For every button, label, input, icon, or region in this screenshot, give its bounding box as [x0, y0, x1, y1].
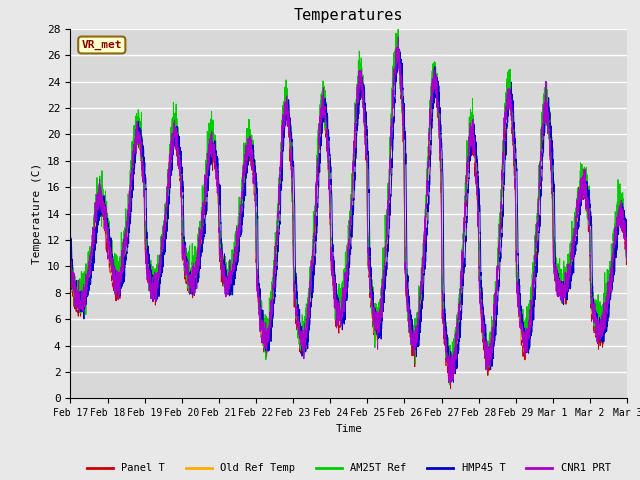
- Panel T: [506, 84, 513, 90]
- HMP45 T: [449, 379, 457, 385]
- Text: VR_met: VR_met: [81, 40, 122, 50]
- Panel T: [623, 252, 630, 258]
- Title: Temperatures: Temperatures: [294, 9, 404, 24]
- AM25T Ref: [623, 254, 631, 260]
- CNR1 PRT: [166, 145, 174, 151]
- AM25T Ref: [166, 152, 174, 158]
- Old Ref Temp: [623, 252, 630, 258]
- Panel T: [328, 262, 336, 267]
- Old Ref Temp: [328, 269, 336, 275]
- CNR1 PRT: [328, 273, 336, 278]
- CNR1 PRT: [445, 380, 452, 385]
- CNR1 PRT: [474, 205, 482, 211]
- X-axis label: Time: Time: [335, 424, 362, 433]
- HMP45 T: [166, 176, 174, 181]
- AM25T Ref: [445, 382, 453, 387]
- Old Ref Temp: [443, 356, 451, 361]
- Panel T: [623, 250, 631, 255]
- AM25T Ref: [474, 195, 482, 201]
- Panel T: [166, 155, 174, 160]
- Panel T: [447, 386, 454, 392]
- Old Ref Temp: [447, 372, 455, 378]
- AM25T Ref: [328, 258, 336, 264]
- Y-axis label: Temperature (C): Temperature (C): [31, 163, 42, 264]
- Panel T: [67, 260, 74, 265]
- Line: HMP45 T: HMP45 T: [70, 49, 627, 382]
- HMP45 T: [443, 352, 451, 358]
- HMP45 T: [395, 46, 403, 52]
- Old Ref Temp: [506, 88, 513, 94]
- CNR1 PRT: [67, 257, 74, 263]
- HMP45 T: [506, 97, 513, 103]
- AM25T Ref: [67, 264, 74, 270]
- Old Ref Temp: [623, 251, 631, 256]
- HMP45 T: [623, 233, 631, 239]
- CNR1 PRT: [623, 246, 631, 252]
- Old Ref Temp: [474, 204, 482, 210]
- HMP45 T: [328, 205, 336, 211]
- CNR1 PRT: [623, 252, 630, 258]
- CNR1 PRT: [394, 34, 402, 40]
- Line: CNR1 PRT: CNR1 PRT: [70, 37, 627, 383]
- Line: AM25T Ref: AM25T Ref: [70, 24, 627, 384]
- Panel T: [443, 348, 451, 354]
- HMP45 T: [474, 170, 482, 176]
- CNR1 PRT: [506, 105, 513, 110]
- CNR1 PRT: [443, 352, 451, 358]
- AM25T Ref: [506, 67, 513, 72]
- Old Ref Temp: [166, 156, 174, 161]
- HMP45 T: [67, 239, 74, 244]
- Legend: Panel T, Old Ref Temp, AM25T Ref, HMP45 T, CNR1 PRT: Panel T, Old Ref Temp, AM25T Ref, HMP45 …: [83, 459, 615, 478]
- Panel T: [394, 42, 401, 48]
- HMP45 T: [623, 227, 630, 233]
- Old Ref Temp: [67, 274, 74, 280]
- AM25T Ref: [394, 21, 402, 27]
- AM25T Ref: [623, 258, 630, 264]
- Panel T: [474, 210, 482, 216]
- Line: Old Ref Temp: Old Ref Temp: [70, 48, 627, 375]
- Line: Panel T: Panel T: [70, 45, 627, 389]
- Old Ref Temp: [393, 46, 401, 51]
- AM25T Ref: [443, 340, 451, 346]
